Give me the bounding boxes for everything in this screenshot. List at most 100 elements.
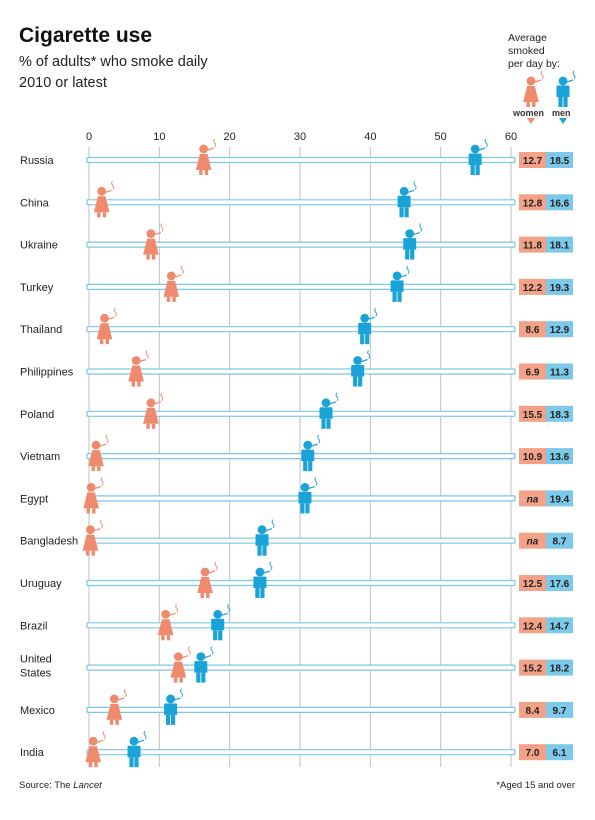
figure-head — [86, 525, 95, 535]
row-bar — [86, 579, 516, 587]
country-label: India — [20, 747, 45, 759]
figure-leg — [353, 376, 358, 387]
country-label-line: Poland — [20, 409, 54, 421]
cigarette-line — [263, 570, 271, 574]
man-figure-marker — [397, 180, 417, 218]
man-figure-marker — [253, 561, 273, 598]
avg-men-value: 12.9 — [550, 325, 570, 336]
cigarette-line — [308, 485, 316, 489]
figure-dress — [143, 238, 159, 255]
legend-women-label: women — [513, 108, 545, 118]
woman-figure-marker — [195, 138, 217, 175]
smoke-curl — [269, 561, 273, 571]
figure-head — [257, 525, 267, 535]
figure-leg — [204, 170, 209, 175]
woman-figure-marker — [170, 646, 191, 683]
smoke-curl — [572, 70, 576, 80]
smoke-curl — [227, 603, 231, 613]
figure-torso — [298, 491, 312, 504]
avg-women-box — [519, 701, 546, 718]
figure-dress — [523, 86, 539, 102]
cigarette-line — [174, 697, 181, 701]
x-tick-label: 50 — [435, 131, 447, 143]
row-bar — [86, 410, 516, 417]
figure-leg — [88, 762, 93, 768]
row-bar — [86, 156, 516, 164]
country-label-line: China — [20, 197, 50, 209]
country-label: Uruguay — [20, 578, 62, 590]
footnote: *Aged 15 and over — [496, 780, 575, 791]
country-label: United States — [20, 654, 52, 680]
country-label-line: States — [20, 668, 52, 680]
figure-head — [146, 398, 156, 408]
avg-men-value: 9.7 — [553, 706, 567, 717]
figure-leg — [146, 423, 150, 429]
avg-men-value: 17.6 — [550, 579, 570, 590]
figure-leg — [170, 714, 176, 725]
country-label: Ukraine — [20, 240, 58, 252]
figure-head — [100, 313, 109, 323]
x-tick-label: 60 — [505, 131, 517, 143]
figure-torso — [397, 195, 411, 208]
avg-men-box — [546, 532, 573, 549]
avg-men-box — [546, 321, 573, 338]
figure-head — [109, 694, 119, 704]
smoke-curl — [406, 265, 410, 275]
smoke-curl — [143, 730, 147, 740]
figure-head — [300, 483, 310, 492]
figure-head — [213, 609, 223, 619]
country-label-line: Vietnam — [20, 451, 60, 463]
figure-head — [97, 186, 107, 196]
figure-head — [526, 76, 536, 86]
avg-women-value: 12.8 — [523, 198, 543, 209]
figure-leg — [129, 757, 134, 768]
smoke-curl — [210, 646, 214, 655]
avg-women-value: 8.6 — [526, 325, 540, 336]
cigarette-line — [413, 232, 420, 236]
avg-women-value: na — [527, 494, 539, 505]
country-label-line: Turkey — [20, 282, 54, 294]
figure-dress — [96, 323, 113, 340]
smoke-curl — [180, 265, 184, 275]
smoke-curl — [214, 561, 218, 571]
figure-leg — [91, 550, 95, 556]
figure-leg — [213, 630, 218, 641]
x-tick-label: 30 — [294, 131, 306, 143]
figure-dress — [128, 365, 144, 382]
smoke-curl — [187, 646, 191, 655]
country-label-line: Russia — [20, 155, 55, 167]
smoke-curl — [413, 180, 417, 190]
smoke-curl — [367, 350, 371, 359]
smoke-curl — [314, 477, 318, 486]
smoke-curl — [180, 688, 184, 698]
figure-leg — [115, 719, 119, 725]
figure-leg — [410, 249, 415, 260]
avg-women-value: 12.7 — [523, 156, 543, 167]
figure-torso — [194, 661, 208, 673]
source-name: Lancet — [73, 780, 102, 791]
smoke-curl — [102, 730, 106, 740]
source-prefix: Source: The — [19, 780, 74, 791]
smoke-curl — [317, 434, 321, 444]
avg-men-box — [546, 701, 573, 718]
man-figure-marker — [403, 223, 423, 260]
country-label: Vietnam — [20, 451, 60, 463]
figure-leg — [558, 97, 563, 107]
chart-title: Cigarette use — [19, 24, 153, 47]
smoke-curl — [540, 70, 544, 80]
avg-men-value: 16.6 — [550, 198, 570, 209]
man-figure-marker — [194, 646, 214, 683]
figure-dress — [88, 450, 104, 467]
figure-torso — [253, 576, 267, 588]
row-bar — [86, 749, 516, 756]
cigarette-line — [154, 232, 162, 236]
woman-figure-marker — [88, 434, 109, 472]
country-label: Turkey — [20, 282, 54, 294]
figure-torso — [319, 407, 333, 419]
figure-leg — [392, 291, 397, 302]
woman-figure-marker — [163, 265, 184, 302]
figure-dress — [195, 154, 212, 170]
row-bar — [86, 453, 516, 460]
figure-head — [405, 229, 415, 238]
country-label-line: India — [20, 747, 45, 759]
